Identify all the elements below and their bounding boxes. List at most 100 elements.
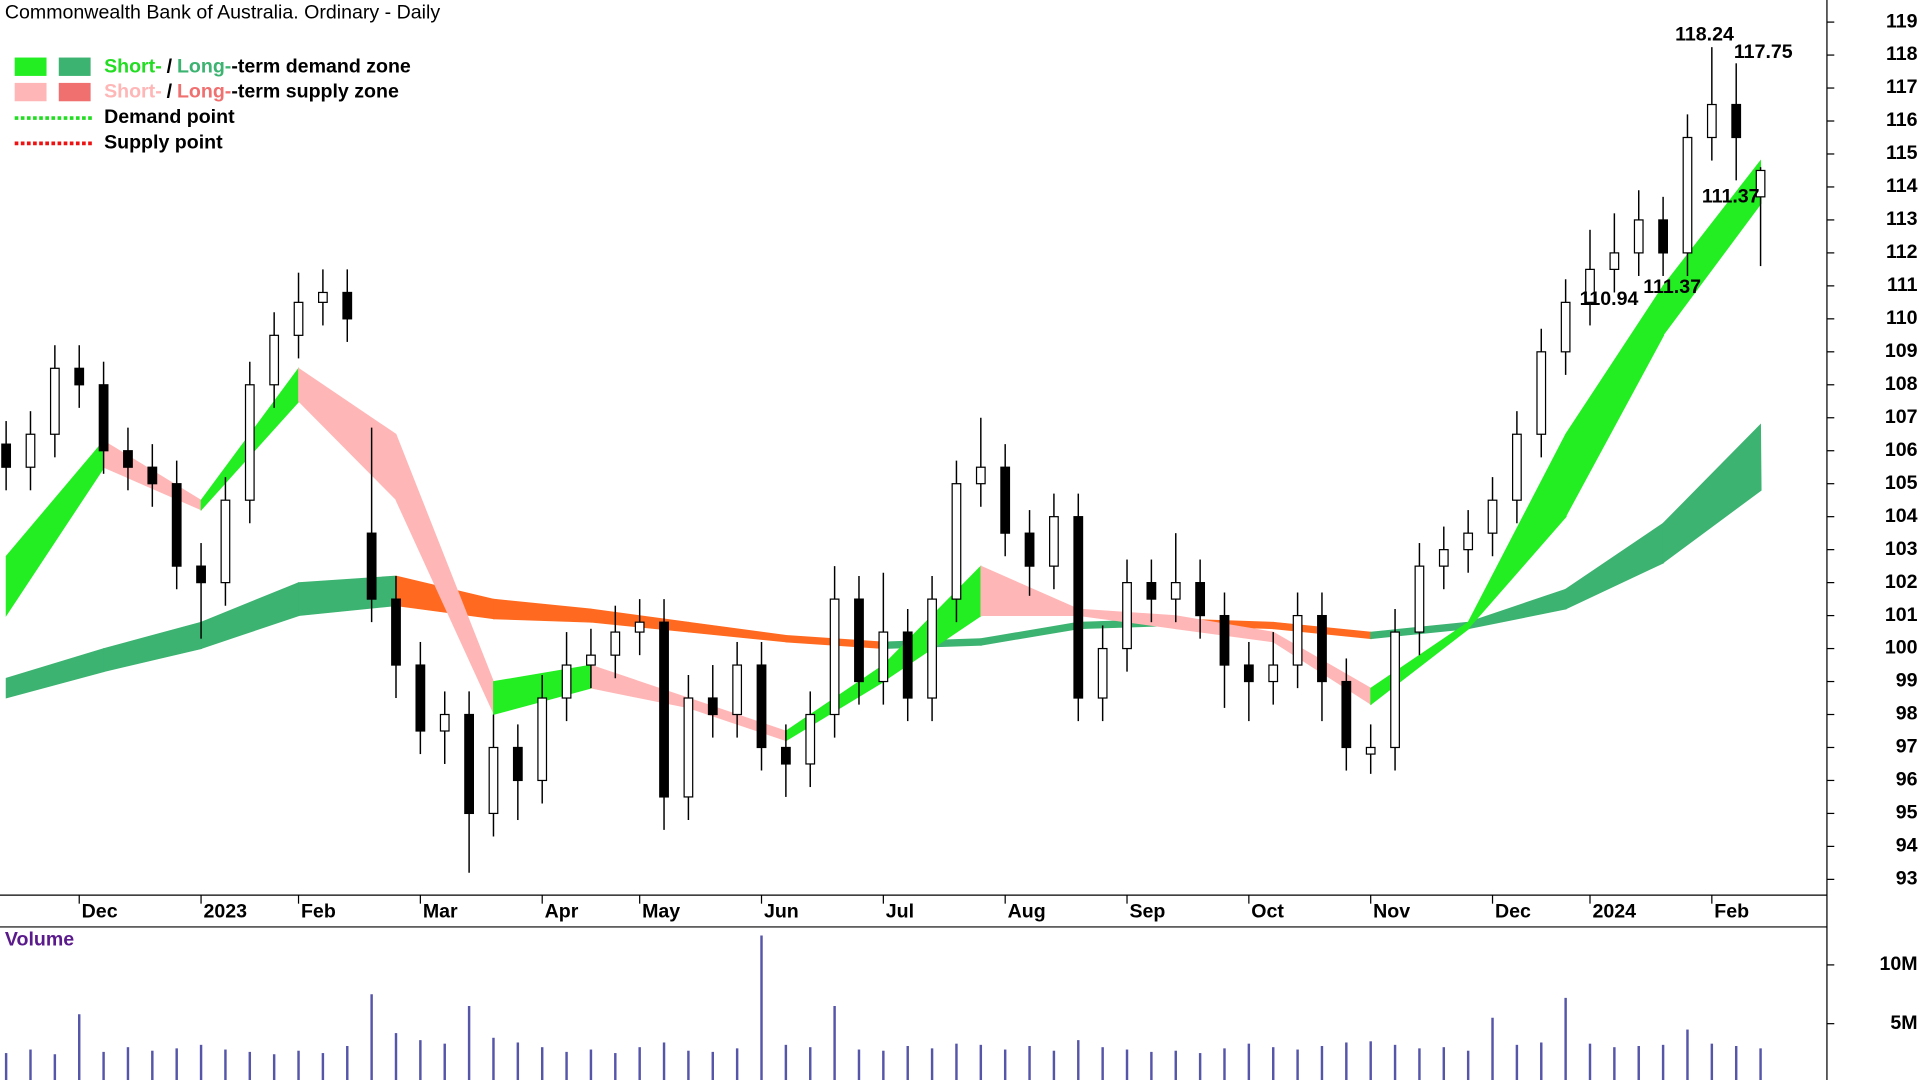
x-tick-label: Dec xyxy=(1495,900,1531,922)
candle-body xyxy=(854,598,864,683)
candle-body xyxy=(1609,252,1620,270)
zone-band xyxy=(1565,284,1665,517)
legend-text: Short- xyxy=(104,81,162,103)
candle-body xyxy=(98,384,109,452)
y-tick-label: 111 xyxy=(1887,274,1918,296)
x-tick-label: Jun xyxy=(764,900,799,922)
y-tick-label: 109 xyxy=(1885,340,1918,362)
candle-body xyxy=(1463,532,1474,551)
legend-text: / xyxy=(167,56,173,78)
candle-body xyxy=(975,466,986,485)
candle-body xyxy=(318,291,328,303)
zone-band xyxy=(5,439,105,617)
x-tick-label: Feb xyxy=(1714,900,1749,922)
candle-body xyxy=(1512,433,1522,501)
candle-body xyxy=(1682,136,1693,254)
legend-swatch xyxy=(58,82,91,102)
legend-text: Supply point xyxy=(104,132,223,154)
candle-body xyxy=(1585,268,1595,303)
candle-body xyxy=(1146,582,1157,600)
legend-swatch xyxy=(14,57,47,76)
zone-band xyxy=(298,367,397,502)
candle-body xyxy=(780,746,791,765)
candle-body xyxy=(1731,103,1742,139)
candle-body xyxy=(1633,219,1644,254)
candle-body xyxy=(902,631,913,699)
y-tick-label: 99 xyxy=(1896,670,1918,692)
candle-body xyxy=(756,664,767,749)
candle-body xyxy=(927,598,937,699)
legend-text: -term demand zone xyxy=(231,56,411,78)
candle-body xyxy=(512,746,523,782)
legend-text: Long- xyxy=(177,56,231,78)
x-tick-label: Aug xyxy=(1008,900,1046,922)
y-tick-label: 107 xyxy=(1885,406,1918,428)
zone-band xyxy=(395,434,495,715)
y-tick-label: 100 xyxy=(1885,637,1918,659)
y-tick-label: 93 xyxy=(1896,868,1918,890)
price-annotation: 117.75 xyxy=(1734,41,1793,63)
candle-body xyxy=(732,664,743,716)
zone-band xyxy=(980,621,1080,646)
zone-band xyxy=(493,598,592,623)
y-tick-label: 104 xyxy=(1885,505,1918,527)
x-tick-label: 2023 xyxy=(204,900,248,922)
x-tick-label: May xyxy=(642,900,680,922)
candle-body xyxy=(683,697,694,798)
candle-body xyxy=(342,291,353,320)
legend-label: Short- / Long--term demand zone xyxy=(104,56,411,78)
y-tick-label: 113 xyxy=(1886,208,1918,230)
y-tick-label: 101 xyxy=(1885,604,1918,626)
candle-body xyxy=(1049,516,1059,567)
candle-body xyxy=(1195,582,1206,617)
candle-body xyxy=(1365,746,1376,755)
legend-label: Short- / Long--term supply zone xyxy=(104,81,399,103)
candle-body xyxy=(829,598,840,716)
y-tick-label: 97 xyxy=(1896,736,1918,758)
candle-body xyxy=(1317,614,1327,683)
legend-label: Supply point xyxy=(104,132,223,154)
y-tick-label: 94 xyxy=(1896,835,1918,857)
y-tick-label: 103 xyxy=(1885,538,1918,560)
y-tick-label: 108 xyxy=(1885,373,1918,395)
candle-body xyxy=(634,621,645,633)
y-tick-label: 96 xyxy=(1896,769,1918,791)
candle-body xyxy=(171,483,182,567)
candle-body xyxy=(805,713,816,765)
candle-body xyxy=(244,384,255,501)
candle-body xyxy=(1658,219,1668,254)
candle-body xyxy=(951,483,962,600)
x-tick-label: Nov xyxy=(1373,900,1410,922)
y-tick-label: 115 xyxy=(1886,142,1918,164)
price-annotation: 111.37 xyxy=(1702,185,1760,207)
y-tick-label: 117 xyxy=(1886,76,1918,98)
legend-text: Short- xyxy=(104,56,162,78)
candle-body xyxy=(659,621,669,798)
y-tick-label: 98 xyxy=(1896,703,1918,725)
candle-body xyxy=(488,746,499,815)
candle-body xyxy=(25,433,36,468)
candle-body xyxy=(1390,631,1400,749)
legend-swatch xyxy=(58,57,91,76)
legend-text: Demand point xyxy=(104,106,235,128)
y-tick-label: 10M xyxy=(1879,953,1917,975)
x-tick-label: 2024 xyxy=(1592,900,1636,922)
y-tick-label: 119 xyxy=(1886,10,1918,32)
volume-title: Volume xyxy=(5,929,74,951)
candle-body xyxy=(1219,614,1230,666)
y-tick-label: 114 xyxy=(1886,175,1918,197)
candle-body xyxy=(878,631,889,683)
y-tick-label: 110 xyxy=(1886,307,1918,329)
price-annotation: 118.24 xyxy=(1675,24,1734,46)
y-tick-label: 112 xyxy=(1886,241,1918,263)
y-tick-label: 118 xyxy=(1886,43,1918,65)
x-tick-label: Oct xyxy=(1251,900,1284,922)
zone-band xyxy=(590,664,690,709)
candle-body xyxy=(415,664,426,732)
zone-band xyxy=(1467,434,1567,630)
candle-body xyxy=(74,367,85,386)
candle-body xyxy=(1024,532,1035,567)
candle-body xyxy=(1755,169,1766,198)
